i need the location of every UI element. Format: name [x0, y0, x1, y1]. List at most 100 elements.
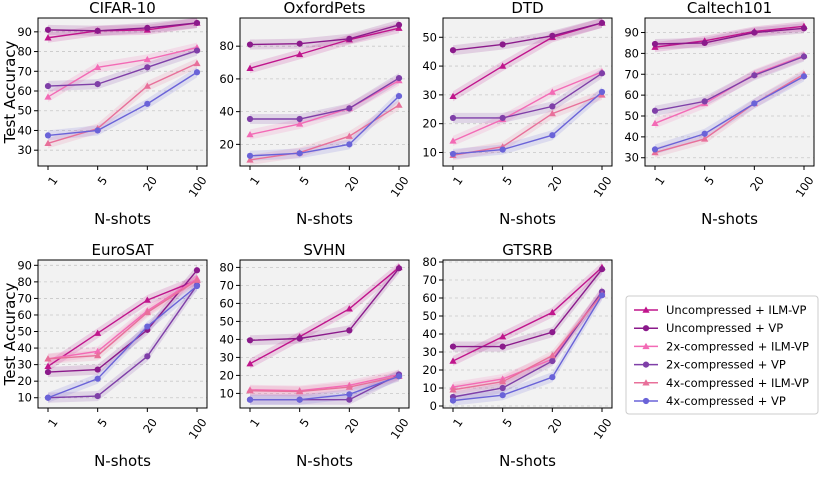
- data-point: [246, 64, 254, 71]
- series-line: [47, 46, 198, 98]
- data-point: [800, 25, 808, 32]
- series-line: [453, 268, 603, 348]
- data-point: [346, 35, 353, 42]
- data-point: [193, 282, 201, 290]
- data-point: [94, 329, 102, 336]
- series-line: [452, 266, 603, 362]
- data-point: [499, 343, 506, 350]
- data-point: [701, 135, 709, 142]
- series-band: [48, 280, 197, 403]
- series-line: [47, 71, 198, 137]
- y-tick-label: 70: [422, 273, 437, 287]
- y-tick-label: 20: [422, 117, 437, 131]
- series-band: [655, 51, 804, 116]
- data-point: [499, 378, 507, 385]
- chart-panel-oxfordpets: 20 40 60 80 1 5 20 100 OxfordPets N-shots: [219, 0, 411, 228]
- x-tick-label: 5: [500, 416, 516, 430]
- y-tick-label: 60: [219, 296, 234, 310]
- y-tick-label: 90: [17, 25, 32, 39]
- series-band: [250, 100, 399, 165]
- series-line: [250, 375, 400, 401]
- legend-label: 2x-compressed + VP: [666, 358, 786, 372]
- y-tick-label: 60: [219, 72, 234, 86]
- legend-label: 4x-compressed + VP: [666, 394, 786, 408]
- series-line: [47, 22, 198, 39]
- x-tick-label: 5: [95, 416, 111, 430]
- y-tick-label: 80: [624, 46, 639, 60]
- data-point: [701, 98, 708, 105]
- data-point: [549, 32, 556, 39]
- y-tick-label: 80: [17, 275, 32, 289]
- chart-title: EuroSAT: [91, 241, 154, 259]
- x-axis-label: N-shots: [701, 210, 758, 228]
- series-band: [250, 75, 399, 140]
- data-point: [598, 88, 606, 96]
- data-point: [44, 132, 52, 139]
- legend-item: Uncompressed + ILM-VP: [634, 303, 806, 317]
- chart-title: SVHN: [303, 241, 345, 259]
- y-tick-label: 50: [219, 314, 234, 328]
- data-point: [94, 81, 101, 88]
- series-line: [47, 279, 198, 367]
- data-point: [94, 127, 101, 134]
- chart-panel-dtd: 10 20 30 40 50 1 5 20 100 DTD N-shots: [422, 0, 614, 228]
- legend-marker: [642, 379, 650, 386]
- data-point: [246, 396, 254, 403]
- data-point: [144, 323, 151, 330]
- y-tick-label: 10: [219, 386, 234, 400]
- y-tick-label: 50: [17, 325, 32, 339]
- legend-label: 2x-compressed + ILM-VP: [666, 339, 809, 353]
- legend-marker: [642, 325, 650, 332]
- series-band: [48, 42, 197, 102]
- plot-frame: [442, 259, 613, 409]
- data-point: [549, 329, 556, 336]
- data-point: [598, 292, 606, 299]
- series-line: [654, 27, 805, 45]
- data-point: [44, 26, 52, 33]
- x-axis-label: N-shots: [94, 452, 151, 470]
- y-tick-label: 30: [422, 345, 437, 359]
- x-tick-label: 20: [545, 416, 565, 436]
- chart-title: OxfordPets: [283, 0, 365, 17]
- data-point: [94, 392, 101, 400]
- x-tick-label: 5: [297, 416, 313, 430]
- y-tick-label: 60: [17, 308, 32, 322]
- data-point: [598, 70, 606, 77]
- series-line: [249, 267, 400, 341]
- series-line: [47, 285, 198, 399]
- y-tick-label: 80: [219, 260, 234, 274]
- data-point: [449, 386, 457, 393]
- data-point: [246, 387, 254, 394]
- data-point: [94, 351, 102, 359]
- series-line: [249, 373, 400, 392]
- plot-frame: [37, 17, 208, 167]
- legend-item: 2x-compressed + ILM-VP: [634, 339, 809, 353]
- data-point: [143, 55, 151, 63]
- series-line: [452, 291, 603, 398]
- data-point: [193, 19, 201, 27]
- data-point: [549, 103, 556, 110]
- y-tick-label: 60: [624, 88, 639, 102]
- data-point: [549, 132, 556, 139]
- plot-area: [38, 18, 207, 166]
- data-point: [449, 357, 457, 364]
- legend-item: 2x-compressed + VP: [634, 358, 786, 372]
- y-tick-label: 10: [422, 381, 437, 395]
- series-line: [453, 72, 603, 119]
- data-point: [395, 74, 403, 82]
- x-tick-label: 5: [297, 174, 313, 188]
- y-tick-label: 60: [17, 84, 32, 98]
- x-tick-label: 20: [747, 174, 767, 194]
- y-tick-label: 30: [17, 358, 32, 372]
- data-point: [345, 132, 353, 139]
- x-tick-label: 20: [140, 174, 160, 194]
- data-point: [499, 114, 506, 122]
- y-tick-label: 80: [422, 255, 437, 269]
- data-point: [44, 93, 52, 100]
- y-tick-label: 50: [624, 109, 639, 123]
- plot-frame: [644, 17, 815, 167]
- data-point: [246, 156, 254, 163]
- chart-panel-svhn: 10 20 30 40 50 60 70 80 1 5 20 100 SVHN N-shots: [219, 241, 411, 470]
- series-band: [48, 45, 197, 92]
- legend-marker: [642, 397, 650, 405]
